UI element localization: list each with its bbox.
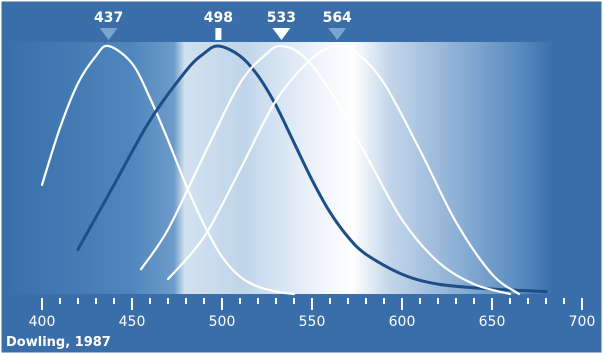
peak-marker-533 (272, 28, 291, 40)
x-tick-label-650: 650 (479, 314, 506, 330)
peak-marker-437 (99, 28, 118, 40)
sensitivity-curve-564 (166, 44, 521, 296)
x-tick-label-400: 400 (29, 314, 56, 330)
peak-marker-498 (215, 28, 222, 40)
peak-label-564: 564 (323, 10, 352, 26)
sensitivity-curves (40, 44, 548, 296)
spectrum-band (12, 42, 552, 294)
peak-label-498: 498 (204, 10, 233, 26)
credit-label: Dowling, 1987 (6, 335, 111, 350)
x-tick-label-500: 500 (209, 314, 236, 330)
peak-label-437: 437 (94, 10, 123, 26)
sensitivity-curve-437 (40, 44, 296, 296)
x-tick-label-600: 600 (389, 314, 416, 330)
x-tick-label-700: 700 (569, 314, 596, 330)
sensitivity-curve-498 (76, 44, 548, 293)
peak-label-533: 533 (267, 10, 296, 26)
sensitivity-curve-533 (139, 44, 512, 296)
x-axis: 400 450 500 550 600 650 700 (29, 298, 596, 330)
peak-markers: 437 498 533 564 (94, 10, 352, 40)
x-tick-label-550: 550 (299, 314, 326, 330)
peak-marker-564 (328, 28, 347, 40)
x-tick-label-450: 450 (119, 314, 146, 330)
